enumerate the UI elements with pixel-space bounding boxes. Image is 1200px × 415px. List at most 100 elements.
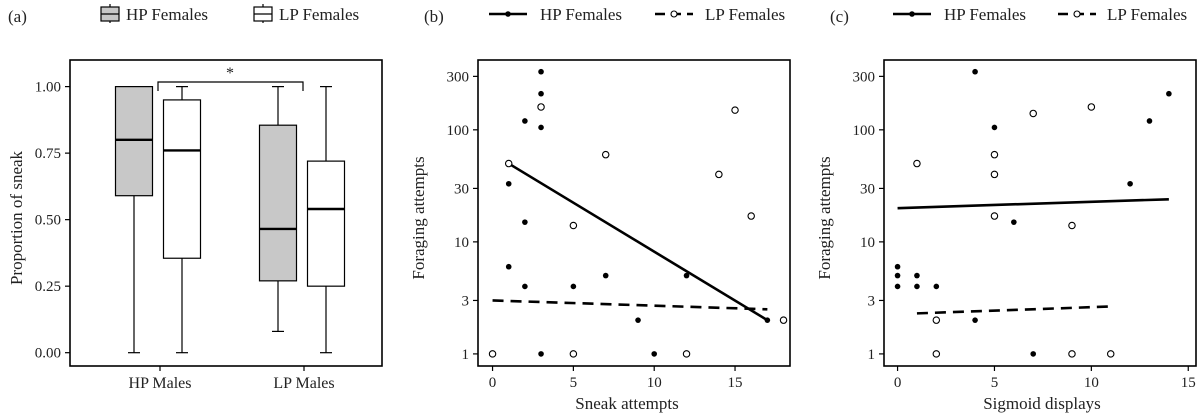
lp-point <box>990 170 999 179</box>
y-tick-label: 0.75 <box>35 146 61 162</box>
lp-point <box>537 103 545 111</box>
legend-lp-label: LP Females <box>705 5 785 24</box>
lp-point <box>731 106 739 114</box>
hp-point <box>538 68 544 75</box>
hp-point <box>991 124 998 131</box>
lp-point <box>932 316 941 324</box>
lp-point <box>682 350 691 358</box>
y-tick-label: 0.00 <box>35 346 61 362</box>
lp-point <box>1068 350 1076 358</box>
hp-point <box>522 283 528 290</box>
box-iqr <box>306 160 346 287</box>
bracket-line <box>157 81 304 91</box>
lp-point <box>913 159 921 168</box>
panel-b-plot: 1 3 10 30 100 300 0 5 10 15 <box>447 68 788 391</box>
hp-point <box>972 317 978 323</box>
box-2 <box>258 86 298 333</box>
hp-point <box>933 283 940 290</box>
lp-point <box>601 150 610 159</box>
x-tick-label: 10 <box>1084 375 1099 391</box>
lp-point <box>990 212 999 220</box>
lp-point <box>1106 350 1115 358</box>
legend-hp-marker <box>909 11 915 17</box>
panel-a-label: (a) <box>8 7 27 26</box>
hp-point <box>914 283 920 290</box>
panel-b-ylabel: Foraging attempts <box>409 156 428 279</box>
lp-point <box>1068 221 1076 230</box>
hp-point <box>1011 219 1017 225</box>
panel-c-xlabel: Sigmoid displays <box>983 394 1101 413</box>
lp-point <box>715 170 723 179</box>
y-tick-label: 30 <box>454 181 469 197</box>
x-tick-label: 0 <box>894 375 902 391</box>
y-tick-label: 10 <box>454 235 469 251</box>
significance-bracket: * <box>157 65 304 91</box>
hp-point <box>505 263 512 270</box>
lp-point <box>1029 109 1037 118</box>
hp-point <box>683 272 690 279</box>
box-3 <box>306 86 346 354</box>
hp-point <box>1127 180 1133 187</box>
hp-point <box>635 317 641 323</box>
hp-point <box>1146 118 1153 124</box>
hp-point <box>972 68 978 75</box>
hp-point <box>602 272 609 279</box>
panel-b-frame <box>477 59 791 367</box>
x-tick-label: 5 <box>570 375 578 391</box>
panel-b-label: (b) <box>424 7 444 26</box>
y-tick-label: 300 <box>447 69 470 85</box>
hp-fit-line <box>508 162 769 322</box>
box-iqr <box>258 124 298 282</box>
y-tick-label: 100 <box>853 123 876 139</box>
hp-point <box>894 263 901 270</box>
panel-c-scatter: (c) HP Females LP Females Foraging attem… <box>815 5 1197 413</box>
x-tick-label: 10 <box>647 375 662 391</box>
y-tick-label: 1.00 <box>35 80 61 96</box>
panel-b-legend: HP Females LP Females <box>489 5 785 24</box>
legend-hp-label: HP Females <box>126 5 208 24</box>
box-1 <box>162 86 202 354</box>
panel-a-boxes <box>114 86 346 354</box>
hp-point <box>570 283 577 290</box>
hp-point <box>538 124 544 131</box>
legend-hp-label: HP Females <box>540 5 622 24</box>
hp-fit-line <box>897 197 1169 210</box>
y-tick-label: 0.25 <box>35 279 61 295</box>
hp-point <box>522 118 528 124</box>
y-tick-label: 100 <box>447 123 470 139</box>
hp-point <box>538 351 544 357</box>
hp-point <box>505 180 512 187</box>
hp-point <box>1166 90 1172 97</box>
panel-c-legend: HP Females LP Females <box>893 5 1187 24</box>
hp-point <box>914 272 920 279</box>
legend-hp-label: HP Females <box>944 5 1026 24</box>
lp-point <box>779 316 788 324</box>
panel-a-legend: HP Females LP Females <box>100 4 359 24</box>
panel-a-frame <box>69 59 383 367</box>
lp-point <box>1087 103 1096 111</box>
panel-b-xlabel: Sneak attempts <box>575 394 678 413</box>
hp-point <box>522 219 528 225</box>
legend-hp-marker <box>505 11 511 17</box>
y-tick-label: 10 <box>860 235 875 251</box>
x-tick-label: HP Males <box>129 375 192 392</box>
lp-point <box>569 221 578 230</box>
box-iqr <box>162 99 202 259</box>
lp-point <box>990 150 999 159</box>
y-tick-label: 1 <box>462 347 470 363</box>
x-tick-label: 5 <box>991 375 999 391</box>
hp-point <box>538 90 544 97</box>
y-tick-label: 30 <box>860 181 875 197</box>
y-tick-label: 300 <box>853 69 876 85</box>
y-tick-label: 3 <box>462 293 470 309</box>
panel-a-x-ticks: HP Males LP Males <box>129 366 335 392</box>
hp-point <box>894 283 901 290</box>
panel-c-frame <box>883 59 1197 367</box>
legend-lp-label: LP Females <box>279 5 359 24</box>
hp-point <box>764 317 771 323</box>
panel-c-plot: 1 3 10 30 100 300 0 5 10 15 <box>853 68 1196 391</box>
lp-fit-line <box>916 305 1111 315</box>
panel-b-scatter: (b) HP Females LP Females Foraging attem… <box>409 5 791 413</box>
x-tick-label: 15 <box>728 375 743 391</box>
y-tick-label: 3 <box>868 293 876 309</box>
